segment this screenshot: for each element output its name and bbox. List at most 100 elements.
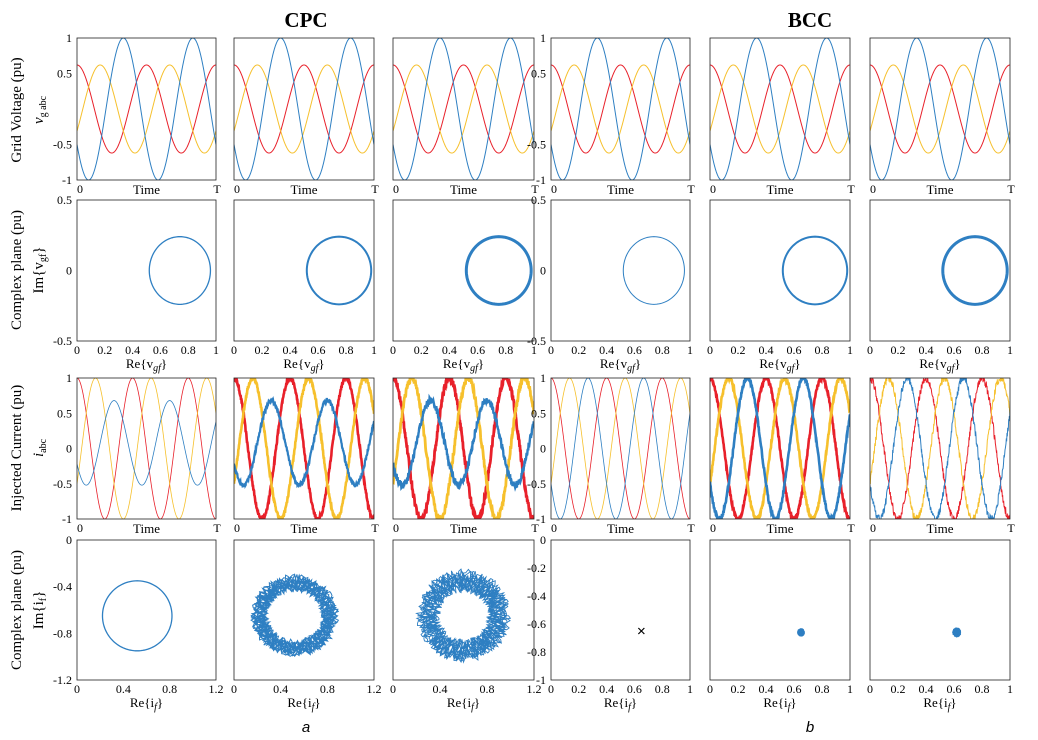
x-tick-complex-voltage-bcc-2-1: 0.2: [731, 343, 746, 357]
series-line-grid-voltage-cpc-3-2: [393, 38, 534, 180]
x-label-complex-current-bcc-3: Re{if}: [923, 695, 956, 713]
plot-area-injected-current-cpc-1: [77, 378, 216, 519]
plot-area-complex-current-cpc-2: [250, 573, 340, 658]
y-tick-complex-current-bcc-1-5: -1: [536, 673, 546, 687]
plot-area-injected-current-bcc-2: [710, 378, 850, 519]
point-cluster-complex-current-bcc-3-0: [952, 627, 962, 638]
axes-frame-complex-current-bcc-2: [709, 539, 851, 681]
x-label-injected-current-bcc-1: Time: [607, 521, 634, 536]
x-tick-complex-current-bcc-1-0: 0: [548, 682, 554, 696]
x-tick-complex-voltage-bcc-3-1: 0.2: [891, 343, 906, 357]
row-label-grid-voltage: Grid Voltage (pu) vg abc: [9, 57, 49, 162]
x-tick-complex-current-cpc-2-3: 1.2: [367, 682, 382, 696]
x-tick-complex-current-bcc-2-3: 0.6: [787, 682, 802, 696]
panel-complex-current-bcc-2: 0 0.2 0.4 0.6 0.8 1 Re{if}: [707, 539, 853, 713]
x-label-complex-voltage-cpc-3: Re{vgf}: [443, 356, 484, 374]
x-tick-complex-current-bcc-1-4: 0.8: [655, 682, 670, 696]
x-tick-injected-current-cpc-3-1: T: [531, 521, 539, 535]
x-tick-injected-current-cpc-1-1: T: [213, 521, 221, 535]
series-line-injected-current-bcc-3-1: [870, 378, 1010, 519]
x-tick-complex-current-bcc-1-2: 0.4: [599, 682, 614, 696]
panel-injected-current-bcc-3: 0 T Time: [869, 377, 1015, 536]
panel-injected-current-cpc-3: 0 T Time: [392, 377, 539, 536]
x-tick-complex-current-cpc-1-3: 1.2: [209, 682, 224, 696]
y-tick-complex-current-bcc-1-3: -0.6: [527, 617, 546, 631]
x-tick-complex-voltage-cpc-2-5: 1: [371, 343, 377, 357]
series-line-injected-current-cpc-3-0: [393, 378, 534, 519]
row-label-grid-voltage-title: Grid Voltage (pu): [9, 57, 25, 162]
x-label-complex-voltage-cpc-1: Re{vgf}: [126, 356, 167, 374]
plot-area-complex-current-bcc-2: [797, 628, 805, 637]
series-line-injected-current-bcc-2-1: [710, 378, 850, 519]
x-tick-complex-current-cpc-2-2: 0.8: [320, 682, 335, 696]
y-tick-complex-voltage-bcc-1-0: 0.5: [531, 193, 546, 207]
y-tick-injected-current-bcc-1-0: 1: [540, 371, 546, 385]
x-tick-complex-current-bcc-2-0: 0: [707, 682, 713, 696]
panel-grid-voltage-cpc-1: 0 T Time 1 0.5 -0.5 -1: [53, 31, 221, 197]
axes-frame-complex-current-cpc-1: [76, 539, 217, 681]
x-tick-complex-voltage-cpc-3-0: 0: [390, 343, 396, 357]
x-label-grid-voltage-cpc-1: Time: [133, 182, 160, 197]
plot-area-complex-current-cpc-1: [101, 580, 173, 652]
series-line-grid-voltage-cpc-3-1: [393, 64, 534, 154]
x-tick-complex-voltage-cpc-1-2: 0.4: [125, 343, 140, 357]
row-label-injected-current-title: Injected Current (pu): [9, 385, 25, 512]
x-tick-complex-voltage-cpc-1-4: 0.8: [181, 343, 196, 357]
series-line-grid-voltage-bcc-3-2: [870, 38, 1010, 180]
y-tick-grid-voltage-cpc-1-0: 1: [66, 31, 72, 45]
y-tick-complex-current-bcc-1-2: -0.4: [527, 589, 546, 603]
plot-area-injected-current-bcc-1: [551, 378, 690, 519]
x-tick-injected-current-bcc-3-0: 0: [870, 521, 876, 535]
y-tick-complex-current-cpc-1-0: 0: [66, 533, 72, 547]
panel-complex-voltage-bcc-1: 0 0.2 0.4 0.6 0.8 1Re{vgf}0.50-0.5: [527, 193, 693, 374]
axes-frame-grid-voltage-bcc-3: [869, 37, 1011, 181]
plot-area-complex-current-bcc-3: [952, 627, 962, 638]
x-tick-complex-current-cpc-3-2: 0.8: [480, 682, 495, 696]
x-label-grid-voltage-bcc-2: Time: [767, 182, 794, 197]
x-tick-complex-voltage-bcc-2-3: 0.6: [787, 343, 802, 357]
x-tick-injected-current-bcc-2-1: T: [847, 521, 855, 535]
panel-grid-voltage-cpc-2: 0 T Time: [233, 37, 379, 197]
y-tick-injected-current-cpc-1-2: 0: [66, 442, 72, 456]
panel-injected-current-cpc-2: 0 T Time: [233, 377, 379, 536]
x-label-injected-current-cpc-2: Time: [291, 521, 318, 536]
x-tick-complex-voltage-bcc-1-5: 1: [687, 343, 693, 357]
x-label-complex-current-cpc-2: Re{if}: [287, 695, 320, 713]
row-label-complex-current-title: Complex plane (pu): [9, 550, 25, 670]
x-tick-grid-voltage-bcc-2-0: 0: [710, 182, 716, 196]
x-tick-complex-current-cpc-2-0: 0: [231, 682, 237, 696]
y-tick-grid-voltage-bcc-1-2: -0.5: [527, 138, 546, 152]
panel-complex-voltage-bcc-2: 0 0.2 0.4 0.6 0.8 1 Re{vgf}: [707, 199, 853, 374]
x-tick-complex-current-bcc-1-3: 0.6: [627, 682, 642, 696]
row-label-injected-current-symbol: iabc: [31, 438, 49, 457]
series-line-injected-current-cpc-2-0: [234, 378, 374, 519]
panel-complex-voltage-cpc-1: 0 0.2 0.4 0.6 0.8 1Re{vgf}0.50-0.5: [53, 193, 219, 374]
x-tick-complex-voltage-cpc-2-3: 0.6: [311, 343, 326, 357]
x-label-grid-voltage-bcc-3: Time: [927, 182, 954, 197]
x-tick-complex-voltage-bcc-3-3: 0.6: [947, 343, 962, 357]
x-label-injected-current-bcc-3: Time: [927, 521, 954, 536]
row-label-complex-current-symbol: Im{if}: [31, 591, 49, 630]
x-tick-complex-voltage-bcc-3-0: 0: [867, 343, 873, 357]
plot-area-grid-voltage-bcc-1: [551, 38, 690, 180]
y-tick-grid-voltage-cpc-1-1: 0.5: [57, 67, 72, 81]
series-line-injected-current-cpc-1-0: [77, 378, 216, 519]
y-tick-grid-voltage-cpc-1-3: -1: [62, 173, 72, 187]
axes-frame-complex-current-bcc-1: [550, 539, 691, 681]
x-tick-complex-voltage-bcc-3-4: 0.8: [975, 343, 990, 357]
x-label-complex-current-cpc-1: Re{if}: [130, 695, 163, 713]
panel-grid-voltage-bcc-3: 0 T Time: [869, 37, 1015, 197]
series-line-injected-current-bcc-1-2: [551, 378, 690, 519]
series-line-injected-current-bcc-3-2: [870, 378, 1010, 519]
axes-frame-grid-voltage-cpc-3: [392, 37, 535, 181]
y-tick-grid-voltage-bcc-1-3: -1: [536, 173, 546, 187]
axes-frame-complex-current-cpc-2: [233, 539, 375, 681]
x-tick-complex-voltage-bcc-1-0: 0: [548, 343, 554, 357]
x-tick-grid-voltage-cpc-1-1: T: [213, 182, 221, 196]
x-label-complex-voltage-bcc-1: Re{vgf}: [600, 356, 641, 374]
plot-area-complex-voltage-bcc-3: [941, 235, 1009, 306]
panel-complex-voltage-cpc-2: 0 0.2 0.4 0.6 0.8 1 Re{vgf}: [231, 199, 377, 374]
panel-complex-current-cpc-3: 0 0.4 0.8 1.2 Re{if}: [390, 539, 542, 713]
